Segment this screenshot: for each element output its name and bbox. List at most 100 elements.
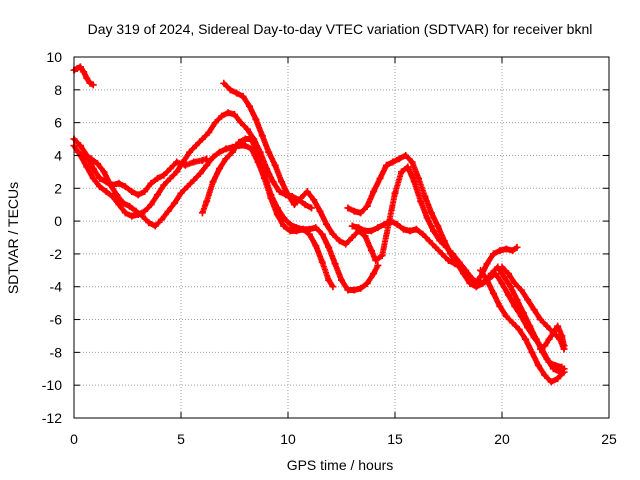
- data-point: [89, 174, 97, 182]
- grid-lines: [74, 57, 609, 418]
- data-point: [220, 79, 228, 87]
- data-point: [451, 260, 459, 268]
- data-point: [502, 245, 510, 253]
- data-point: [278, 178, 286, 186]
- data-point: [517, 286, 525, 294]
- data-point: [94, 160, 102, 168]
- data-point: [457, 263, 465, 271]
- data-point: [233, 89, 241, 97]
- y-tick-label: 10: [46, 49, 62, 65]
- data-point: [267, 191, 275, 199]
- x-axis-label: GPS time / hours: [287, 457, 394, 473]
- data-point: [517, 312, 525, 320]
- data-point: [312, 224, 320, 232]
- data-point: [344, 286, 352, 294]
- data-point: [404, 163, 412, 171]
- data-point: [190, 158, 198, 166]
- data-point: [329, 230, 337, 238]
- data-point: [382, 161, 390, 169]
- data-point: [513, 243, 521, 251]
- data-point: [421, 192, 429, 200]
- chart-title: Day 319 of 2024, Sidereal Day-to-day VTE…: [88, 21, 593, 37]
- y-tick-labels: -12 -10 -8 -6 -4 -2 0 2 4 6 8 10: [42, 49, 62, 426]
- data-point: [216, 165, 224, 173]
- data-point: [301, 201, 309, 209]
- x-tick-label: 0: [70, 431, 78, 447]
- data-point: [543, 322, 551, 330]
- data-point: [423, 214, 431, 222]
- data-point: [400, 225, 408, 233]
- data-point: [387, 217, 395, 225]
- data-point: [335, 237, 343, 245]
- y-tick-label: 2: [54, 180, 62, 196]
- data-point: [153, 191, 161, 199]
- data-point: [141, 207, 149, 215]
- series-track-1: [70, 63, 97, 89]
- data-point: [528, 348, 536, 356]
- data-point: [511, 279, 519, 287]
- data-point: [412, 225, 420, 233]
- data-point: [492, 270, 500, 278]
- data-point: [541, 371, 549, 379]
- y-axis-label: SDTVAR / TECUs: [5, 182, 21, 294]
- data-point: [496, 247, 504, 255]
- data-point: [198, 209, 206, 217]
- data-point: [248, 135, 256, 143]
- data-point: [138, 212, 146, 220]
- data-point: [196, 170, 204, 178]
- series-track-5: [198, 135, 382, 294]
- data-point: [438, 250, 446, 258]
- x-tick-label: 15: [387, 431, 403, 447]
- data-point: [374, 261, 382, 269]
- data-point: [126, 202, 134, 210]
- data-point: [318, 258, 326, 266]
- data-point: [293, 224, 301, 232]
- data-point: [496, 302, 504, 310]
- x-tick-labels: 0 5 10 15 20 25: [70, 431, 617, 447]
- data-point: [380, 220, 388, 228]
- data-point: [121, 209, 129, 217]
- data-point: [171, 199, 179, 207]
- data-point: [419, 230, 427, 238]
- y-tick-label: -4: [50, 279, 63, 295]
- data-point: [367, 227, 375, 235]
- data-point: [374, 224, 382, 232]
- data-point: [410, 178, 418, 186]
- data-point: [297, 194, 305, 202]
- data-point: [406, 227, 414, 235]
- data-point: [541, 342, 549, 350]
- data-point: [348, 222, 356, 230]
- data-point: [273, 204, 281, 212]
- data-point: [323, 220, 331, 228]
- data-point: [415, 174, 423, 182]
- data-point: [269, 178, 277, 186]
- data-point: [378, 252, 386, 260]
- data-point: [183, 183, 191, 191]
- data-point: [80, 68, 88, 76]
- data-point: [198, 135, 206, 143]
- data-point: [554, 322, 562, 330]
- data-point: [115, 179, 123, 187]
- data-point: [254, 151, 262, 159]
- data-point: [106, 181, 114, 189]
- data-point: [370, 270, 378, 278]
- data-point: [211, 119, 219, 127]
- data-point: [308, 204, 316, 212]
- data-point: [179, 158, 187, 166]
- data-point: [239, 92, 247, 100]
- data-point: [338, 276, 345, 284]
- data-point: [395, 155, 403, 163]
- data-point: [243, 125, 251, 133]
- data-point: [216, 148, 224, 156]
- data-point: [286, 220, 294, 228]
- data-point: [432, 243, 440, 251]
- data-point: [100, 168, 108, 176]
- data-point: [350, 286, 358, 294]
- data-point: [258, 132, 266, 140]
- y-tick-label: -10: [42, 377, 62, 393]
- data-point: [153, 174, 161, 182]
- data-point: [224, 109, 232, 117]
- data-point: [470, 279, 478, 287]
- data-point: [151, 222, 159, 230]
- data-point: [393, 220, 401, 228]
